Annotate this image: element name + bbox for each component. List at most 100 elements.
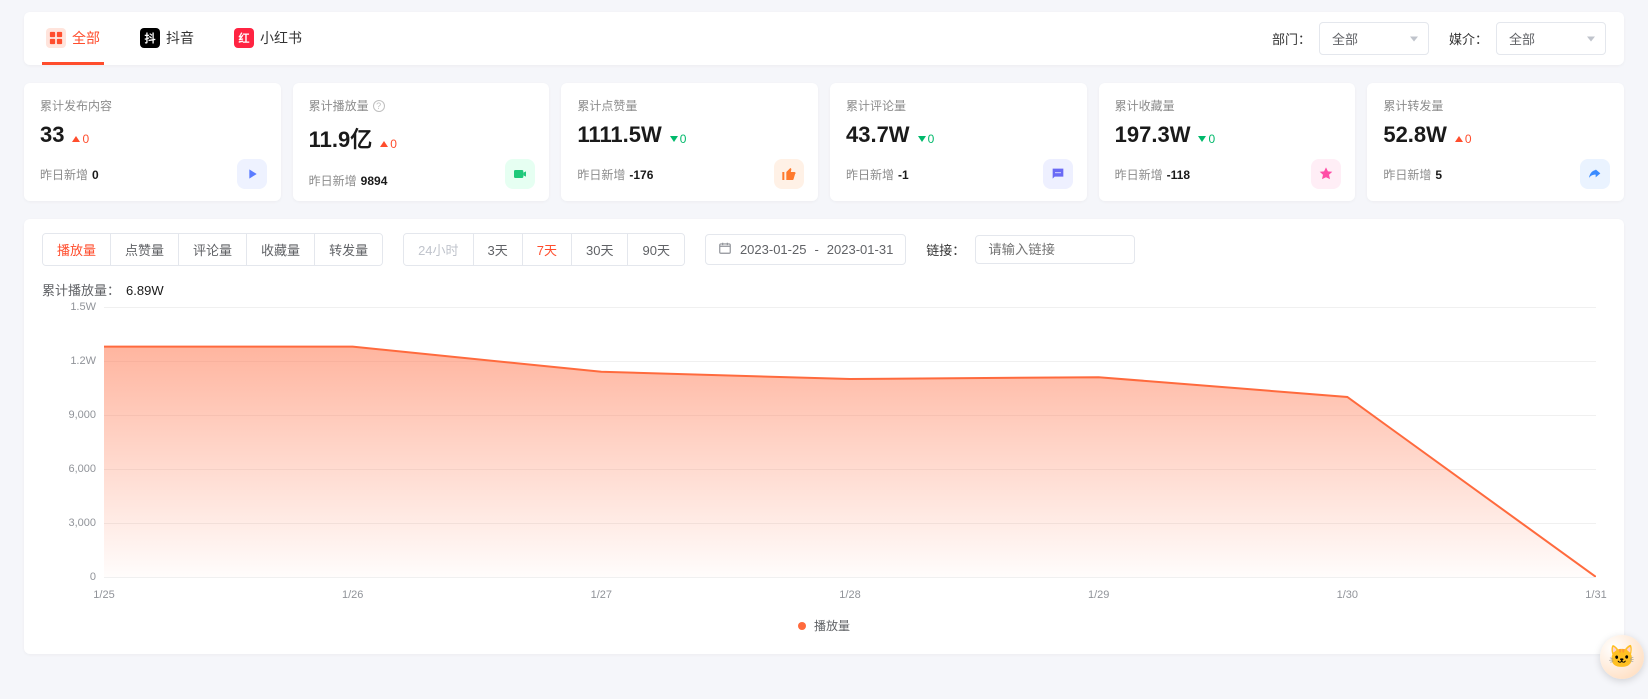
platform-tab-douyin[interactable]: 抖抖音 xyxy=(136,12,198,65)
stat-delta: 0 xyxy=(1455,132,1472,146)
metric-tab[interactable]: 收藏量 xyxy=(247,234,315,265)
range-tab[interactable]: 90天 xyxy=(628,234,683,265)
range-tab[interactable]: 7天 xyxy=(523,234,572,265)
stat-main: 43.7W 0 xyxy=(846,122,1071,148)
douyin-icon: 抖 xyxy=(140,28,160,48)
x-tick-label: 1/30 xyxy=(1337,589,1358,601)
info-icon[interactable]: ? xyxy=(373,100,385,112)
department-filter: 部门： 全部 xyxy=(1272,22,1429,55)
comment-icon xyxy=(1043,159,1073,189)
summary-label: 累计播放量： xyxy=(42,283,120,298)
platform-tab-label: 抖音 xyxy=(166,28,194,48)
x-tick-label: 1/31 xyxy=(1585,589,1606,601)
y-tick-label: 9,000 xyxy=(68,409,96,421)
stat-sub: 昨日新增-1 xyxy=(846,166,1071,183)
platform-tab-all[interactable]: 全部 xyxy=(42,12,104,65)
stat-card[interactable]: 累计评论量 43.7W 0 昨日新增-1 xyxy=(830,83,1087,201)
stat-main: 52.8W 0 xyxy=(1383,122,1608,148)
range-tabs: 24小时3天7天30天90天 xyxy=(403,233,685,266)
x-tick-label: 1/26 xyxy=(342,589,363,601)
grid-line xyxy=(104,577,1596,578)
range-tab[interactable]: 30天 xyxy=(572,234,628,265)
stat-card[interactable]: 累计转发量 52.8W 0 昨日新增5 xyxy=(1367,83,1624,201)
stat-delta: 0 xyxy=(380,137,397,151)
y-axis: 1.5W1.2W9,0006,0003,0000 xyxy=(42,307,102,577)
date-range-picker[interactable]: 2023-01-25 - 2023-01-31 xyxy=(705,234,906,265)
date-start: 2023-01-25 xyxy=(740,242,807,257)
stat-sub: 昨日新增-176 xyxy=(577,166,802,183)
link-input[interactable] xyxy=(975,235,1135,264)
y-tick-label: 3,000 xyxy=(68,517,96,529)
x-tick-label: 1/28 xyxy=(839,589,860,601)
range-tab: 24小时 xyxy=(404,234,473,265)
star-icon xyxy=(1311,159,1341,189)
link-filter: 链接： xyxy=(926,235,1135,264)
stat-value: 43.7W xyxy=(846,122,910,148)
play-icon xyxy=(237,159,267,189)
legend-dot-icon xyxy=(798,622,806,630)
department-select[interactable]: 全部 xyxy=(1319,22,1429,55)
stat-main: 33 0 xyxy=(40,122,265,148)
stat-title: 累计转发量 xyxy=(1383,97,1608,114)
stat-main: 1111.5W 0 xyxy=(577,122,802,148)
chart-card: 播放量点赞量评论量收藏量转发量 24小时3天7天30天90天 2023-01-2… xyxy=(24,219,1624,654)
x-axis: 1/251/261/271/281/291/301/31 xyxy=(104,583,1596,607)
stat-main: 11.9亿 0 xyxy=(309,122,534,154)
stat-title: 累计收藏量 xyxy=(1115,97,1340,114)
x-tick-label: 1/27 xyxy=(591,589,612,601)
platform-tab-xiaohongshu[interactable]: 红小红书 xyxy=(230,12,306,65)
link-label: 链接： xyxy=(926,240,965,259)
stat-card[interactable]: 累计点赞量 1111.5W 0 昨日新增-176 xyxy=(561,83,818,201)
stat-delta: 0 xyxy=(72,132,89,146)
stat-card[interactable]: 累计收藏量 197.3W 0 昨日新增-118 xyxy=(1099,83,1356,201)
stat-value: 52.8W xyxy=(1383,122,1447,148)
stat-card[interactable]: 累计播放量? 11.9亿 0 昨日新增9894 xyxy=(293,83,550,201)
platform-tab-label: 全部 xyxy=(72,28,100,48)
stat-value: 11.9亿 xyxy=(309,122,373,154)
metric-tab[interactable]: 转发量 xyxy=(315,234,382,265)
chart-svg xyxy=(104,307,1596,577)
area-fill xyxy=(104,347,1596,577)
stat-title: 累计发布内容 xyxy=(40,97,265,114)
stat-sub: 昨日新增-118 xyxy=(1115,166,1340,183)
stat-delta: 0 xyxy=(670,132,687,146)
plot-area xyxy=(104,307,1596,577)
xiaohongshu-icon: 红 xyxy=(234,28,254,48)
metric-tabs: 播放量点赞量评论量收藏量转发量 xyxy=(42,233,383,266)
chart-summary: 累计播放量：6.89W xyxy=(42,280,1606,299)
metric-tab[interactable]: 评论量 xyxy=(179,234,247,265)
y-tick-label: 6,000 xyxy=(68,463,96,475)
stat-delta: 0 xyxy=(918,132,935,146)
chart-controls: 播放量点赞量评论量收藏量转发量 24小时3天7天30天90天 2023-01-2… xyxy=(42,233,1606,266)
x-tick-label: 1/25 xyxy=(93,589,114,601)
media-filter: 媒介： 全部 xyxy=(1449,22,1606,55)
department-label: 部门： xyxy=(1272,29,1311,48)
range-tab[interactable]: 3天 xyxy=(474,234,523,265)
stat-main: 197.3W 0 xyxy=(1115,122,1340,148)
stat-value: 1111.5W xyxy=(577,122,661,148)
y-tick-label: 0 xyxy=(90,571,96,583)
video-icon xyxy=(505,159,535,189)
stat-delta: 0 xyxy=(1198,132,1215,146)
thumb-icon xyxy=(774,159,804,189)
stat-title: 累计评论量 xyxy=(846,97,1071,114)
metric-tab[interactable]: 点赞量 xyxy=(111,234,179,265)
y-tick-label: 1.5W xyxy=(70,301,96,313)
stat-sub: 昨日新增9894 xyxy=(309,172,534,189)
media-select-value: 全部 xyxy=(1509,32,1535,47)
share-icon xyxy=(1580,159,1610,189)
date-sep: - xyxy=(814,242,818,257)
media-label: 媒介： xyxy=(1449,29,1488,48)
stats-row: 累计发布内容 33 0 昨日新增0 累计播放量? 11.9亿 0 昨日新增989… xyxy=(24,83,1624,201)
stat-title: 累计播放量? xyxy=(309,97,534,114)
date-end: 2023-01-31 xyxy=(827,242,894,257)
calendar-icon xyxy=(718,241,732,258)
media-select[interactable]: 全部 xyxy=(1496,22,1606,55)
assistant-avatar-icon[interactable]: 🐱 xyxy=(1600,635,1644,679)
metric-tab[interactable]: 播放量 xyxy=(43,234,111,265)
top-bar: 全部抖抖音红小红书 部门： 全部 媒介： 全部 xyxy=(24,12,1624,65)
platform-tab-label: 小红书 xyxy=(260,28,302,48)
platform-tabs: 全部抖抖音红小红书 xyxy=(42,12,306,65)
stat-value: 33 xyxy=(40,122,64,148)
stat-card[interactable]: 累计发布内容 33 0 昨日新增0 xyxy=(24,83,281,201)
